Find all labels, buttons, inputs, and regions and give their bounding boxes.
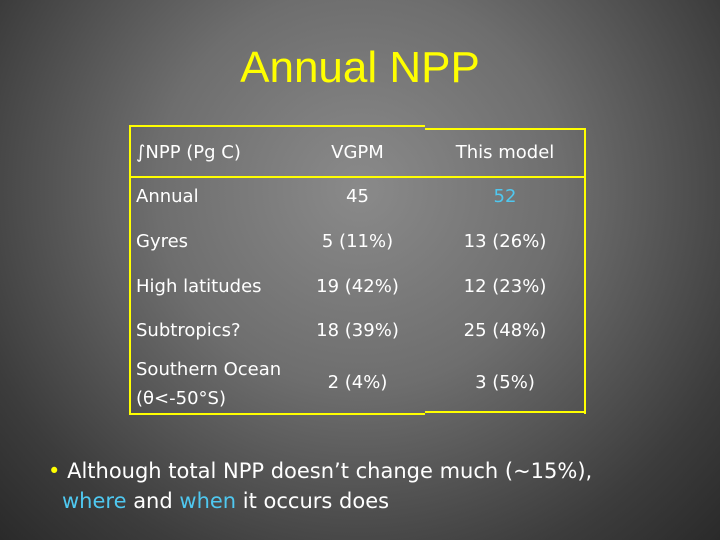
row-subtropics-model: 25 (48%) (463, 320, 547, 341)
table-border-top-left (129, 125, 425, 127)
row-subtropics-label: Subtropics? (136, 320, 241, 341)
row-gyres-label: Gyres (136, 231, 189, 252)
row-southern-ocean-label-line2: (θ<-50°S) (136, 388, 226, 409)
row-high-latitudes-label: High latitudes (136, 276, 262, 297)
row-annual-model: 52 (493, 186, 517, 207)
header-npp: ∫NPP (Pg C) (136, 142, 241, 163)
row-high-latitudes-vgpm: 19 (42%) (316, 276, 399, 297)
bullet-line1: Although total NPP doesn’t change much (… (67, 459, 593, 483)
row-gyres-model: 13 (26%) (463, 231, 547, 252)
bullet-where: where (62, 489, 127, 513)
table-header-divider (129, 176, 586, 178)
bullet-point: • Although total NPP doesn’t change much… (48, 456, 708, 516)
table-border-top-right (425, 128, 586, 130)
table-border-right (584, 128, 586, 414)
row-subtropics-vgpm: 18 (39%) (316, 320, 399, 341)
bullet-marker: • (48, 459, 61, 483)
bullet-and: and (133, 489, 173, 513)
row-annual-vgpm: 45 (346, 186, 369, 207)
row-gyres-vgpm: 5 (11%) (321, 231, 394, 252)
row-southern-ocean-model: 3 (5%) (475, 372, 535, 393)
header-vgpm: VGPM (331, 142, 384, 163)
row-southern-ocean-vgpm: 2 (4%) (327, 372, 388, 393)
bullet-rest: it occurs does (242, 489, 390, 513)
table-border-bottom-right (425, 411, 586, 413)
slide-title: Annual NPP (240, 43, 480, 92)
table-border-bottom-left (129, 413, 425, 415)
row-high-latitudes-model: 12 (23%) (463, 276, 547, 297)
header-this-model: This model (455, 142, 555, 163)
row-southern-ocean-label-line1: Southern Ocean (136, 359, 282, 380)
row-annual-label: Annual (136, 186, 199, 207)
bullet-when: when (179, 489, 237, 513)
table-border-left (129, 125, 131, 415)
